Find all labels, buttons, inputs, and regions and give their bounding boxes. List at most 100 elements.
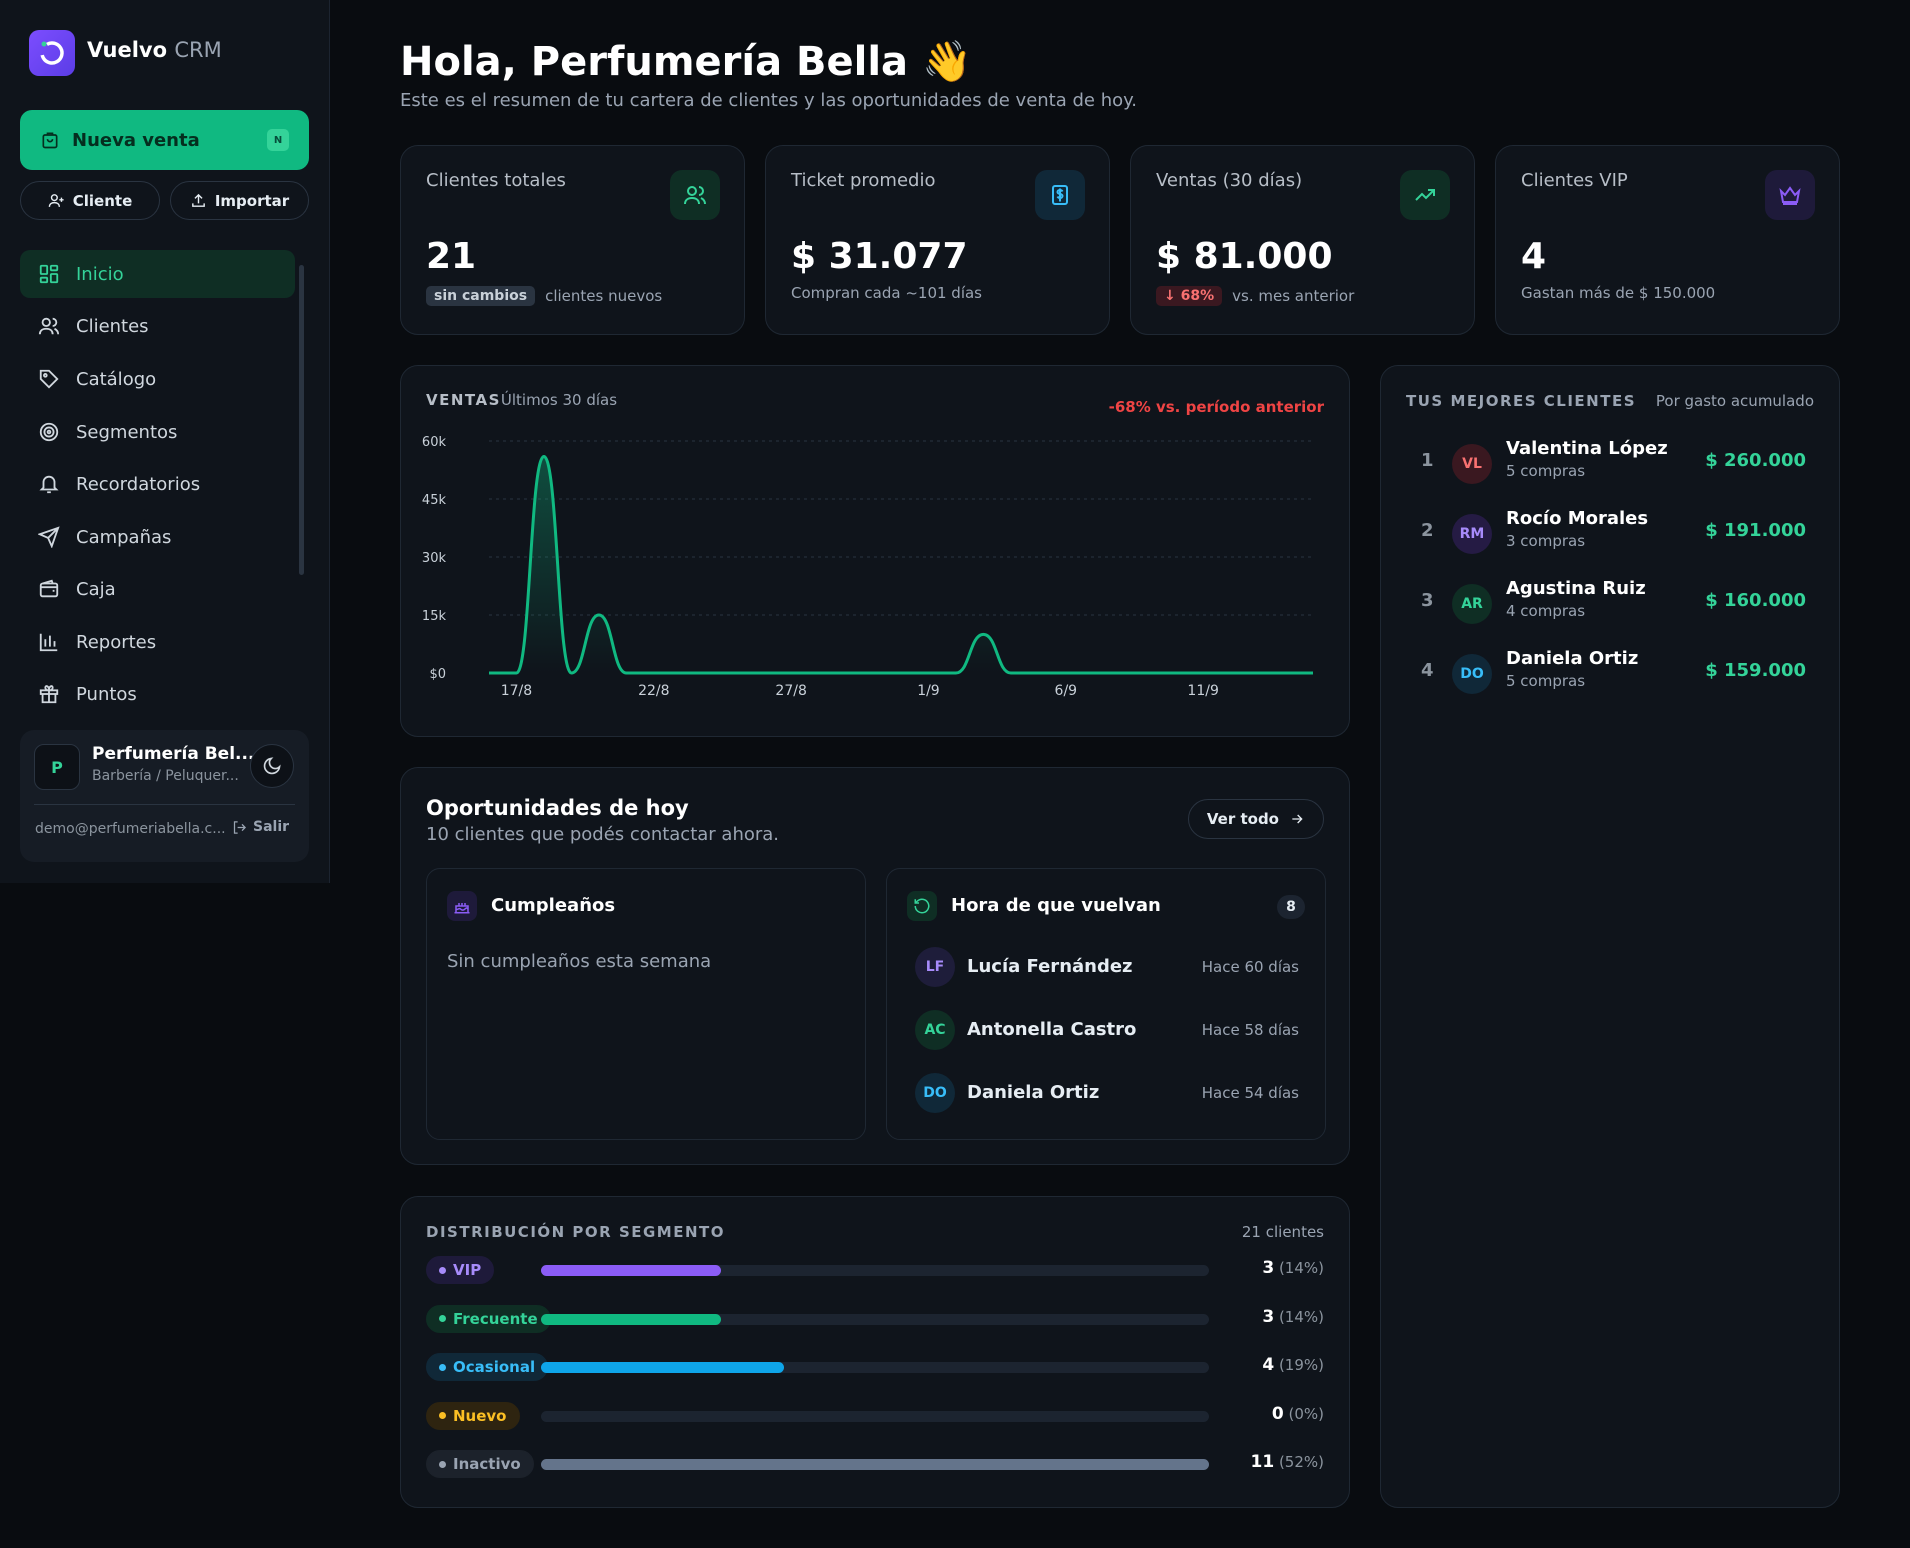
client-name: Rocío Morales — [1506, 508, 1649, 529]
list-item[interactable]: DO Daniela Ortiz Hace 54 días — [915, 1071, 1299, 1115]
view-all-button[interactable]: Ver todo — [1187, 799, 1324, 839]
logout-button[interactable]: Salir — [232, 819, 289, 835]
segment-tag[interactable]: Inactivo — [426, 1450, 534, 1478]
list-item[interactable]: AC Antonella Castro Hace 58 días — [915, 1008, 1299, 1052]
nav-label: Puntos — [76, 683, 137, 705]
segments-card: DISTRIBUCIÓN POR SEGMENTO 21 clientes VI… — [400, 1196, 1350, 1508]
data-point[interactable] — [1227, 669, 1235, 677]
kpi-sub-text: Gastan más de $ 150.000 — [1521, 284, 1716, 302]
new-sale-button[interactable]: Nueva venta N — [20, 110, 309, 170]
client-name: Antonella Castro — [967, 1019, 1137, 1040]
client-name: Lucía Fernández — [967, 956, 1133, 977]
theme-toggle-button[interactable] — [250, 744, 294, 788]
list-item[interactable]: LF Lucía Fernández Hace 60 días — [915, 945, 1299, 989]
top-client-row[interactable]: 1 VL Valentina López 5 compras $ 260.000 — [1406, 434, 1806, 494]
segment-percent: (52%) — [1274, 1453, 1324, 1471]
import-label: Importar — [214, 191, 290, 210]
data-point[interactable] — [512, 669, 520, 677]
nav-item-catalogo[interactable]: Catálogo — [20, 355, 295, 403]
kpi-card-vip: Clientes VIP 4 Gastan más de $ 150.000 — [1495, 145, 1840, 335]
segment-percent: (0%) — [1283, 1404, 1324, 1423]
add-client-label: Cliente — [72, 191, 133, 210]
avatar: RM — [1452, 514, 1492, 554]
segment-tag[interactable]: Frecuente — [426, 1304, 551, 1333]
data-point[interactable] — [540, 452, 548, 460]
nav-item-inicio[interactable]: Inicio — [20, 250, 295, 298]
data-point[interactable] — [1309, 669, 1317, 677]
top-clients-subtitle: Por gasto acumulado — [1655, 392, 1814, 410]
data-point[interactable] — [1254, 669, 1262, 677]
nav-item-reportes[interactable]: Reportes — [20, 618, 295, 666]
dot-icon — [439, 1460, 446, 1468]
data-point[interactable] — [924, 669, 932, 677]
user-email: demo@perfumeriabella.c... — [35, 821, 226, 837]
return-title: Hora de que vuelvan — [951, 895, 1161, 916]
nav-label: Catálogo — [76, 368, 157, 390]
data-point[interactable] — [705, 669, 713, 677]
data-point[interactable] — [815, 669, 823, 677]
nav-item-caja[interactable]: Caja — [20, 565, 295, 613]
data-point[interactable] — [1172, 669, 1180, 677]
top-client-row[interactable]: 3 AR Agustina Ruiz 4 compras $ 160.000 — [1406, 574, 1806, 634]
segment-tag[interactable]: VIP — [426, 1256, 495, 1284]
segment-percent: (14%) — [1274, 1307, 1324, 1326]
data-point[interactable] — [595, 611, 603, 619]
top-client-row[interactable]: 2 RM Rocío Morales 3 compras $ 191.000 — [1406, 504, 1806, 564]
add-client-button[interactable]: Cliente — [20, 181, 160, 220]
nav-item-campanas[interactable]: Campañas — [20, 513, 295, 561]
data-point[interactable] — [1282, 669, 1290, 677]
data-point[interactable] — [842, 669, 850, 677]
segment-tag[interactable]: Ocasional — [426, 1353, 549, 1381]
import-button[interactable]: Importar — [170, 181, 309, 220]
sales-line — [488, 454, 1313, 675]
segment-count: 3 (14%) — [1262, 1307, 1324, 1327]
y-tick-label: 60k — [422, 435, 447, 450]
nav-item-clientes[interactable]: Clientes — [20, 302, 295, 350]
nav-item-recordatorios[interactable]: Recordatorios — [20, 460, 295, 508]
data-point[interactable] — [870, 669, 878, 677]
client-purchases: 4 compras — [1506, 602, 1586, 620]
data-point[interactable] — [567, 669, 575, 677]
tag-icon — [39, 369, 59, 389]
segment-count-value: 3 — [1262, 1306, 1275, 1327]
logout-label: Salir — [253, 819, 290, 835]
sidebar: Vuelvo CRM Nueva venta N Cliente Importa… — [0, 0, 330, 883]
segment-tag[interactable]: Nuevo — [426, 1401, 520, 1430]
nav-label: Caja — [76, 578, 116, 600]
data-point[interactable] — [1062, 669, 1070, 677]
segment-bar-track — [541, 1313, 1209, 1325]
data-point[interactable] — [1117, 669, 1125, 677]
segment-count: 4 (19%) — [1262, 1355, 1324, 1375]
last-visit: Hace 58 días — [1201, 1021, 1299, 1039]
nav-label: Inicio — [76, 263, 124, 285]
data-point[interactable] — [677, 669, 685, 677]
data-point[interactable] — [1089, 669, 1097, 677]
nav-item-puntos[interactable]: Puntos — [20, 670, 295, 718]
shortcut-badge: N — [267, 129, 289, 151]
segment-bar-fill — [541, 1313, 722, 1325]
data-point[interactable] — [952, 669, 960, 677]
data-point[interactable] — [622, 669, 630, 677]
target-icon — [39, 422, 59, 442]
kpi-card-total-clients: Clientes totales 21 sin cambios clientes… — [400, 145, 745, 335]
data-point[interactable] — [897, 669, 905, 677]
data-point[interactable] — [732, 669, 740, 677]
data-point[interactable] — [1144, 669, 1152, 677]
top-client-row[interactable]: 4 DO Daniela Ortiz 5 compras $ 159.000 — [1406, 644, 1806, 704]
user-plus-icon — [48, 194, 64, 207]
sidebar-scrollbar[interactable] — [299, 265, 304, 575]
data-point[interactable] — [1034, 669, 1042, 677]
moon-icon — [263, 757, 281, 775]
last-visit: Hace 54 días — [1201, 1084, 1299, 1102]
data-point[interactable] — [1199, 669, 1207, 677]
segments-total: 21 clientes — [1241, 1223, 1324, 1241]
segment-label: Nuevo — [453, 1406, 507, 1425]
data-point[interactable] — [650, 669, 658, 677]
data-point[interactable] — [485, 669, 493, 677]
data-point[interactable] — [979, 630, 987, 638]
nav-item-segmentos[interactable]: Segmentos — [20, 408, 295, 456]
data-point[interactable] — [1007, 669, 1015, 677]
data-point[interactable] — [760, 669, 768, 677]
data-point[interactable] — [787, 669, 795, 677]
change-badge: sin cambios — [426, 286, 536, 306]
